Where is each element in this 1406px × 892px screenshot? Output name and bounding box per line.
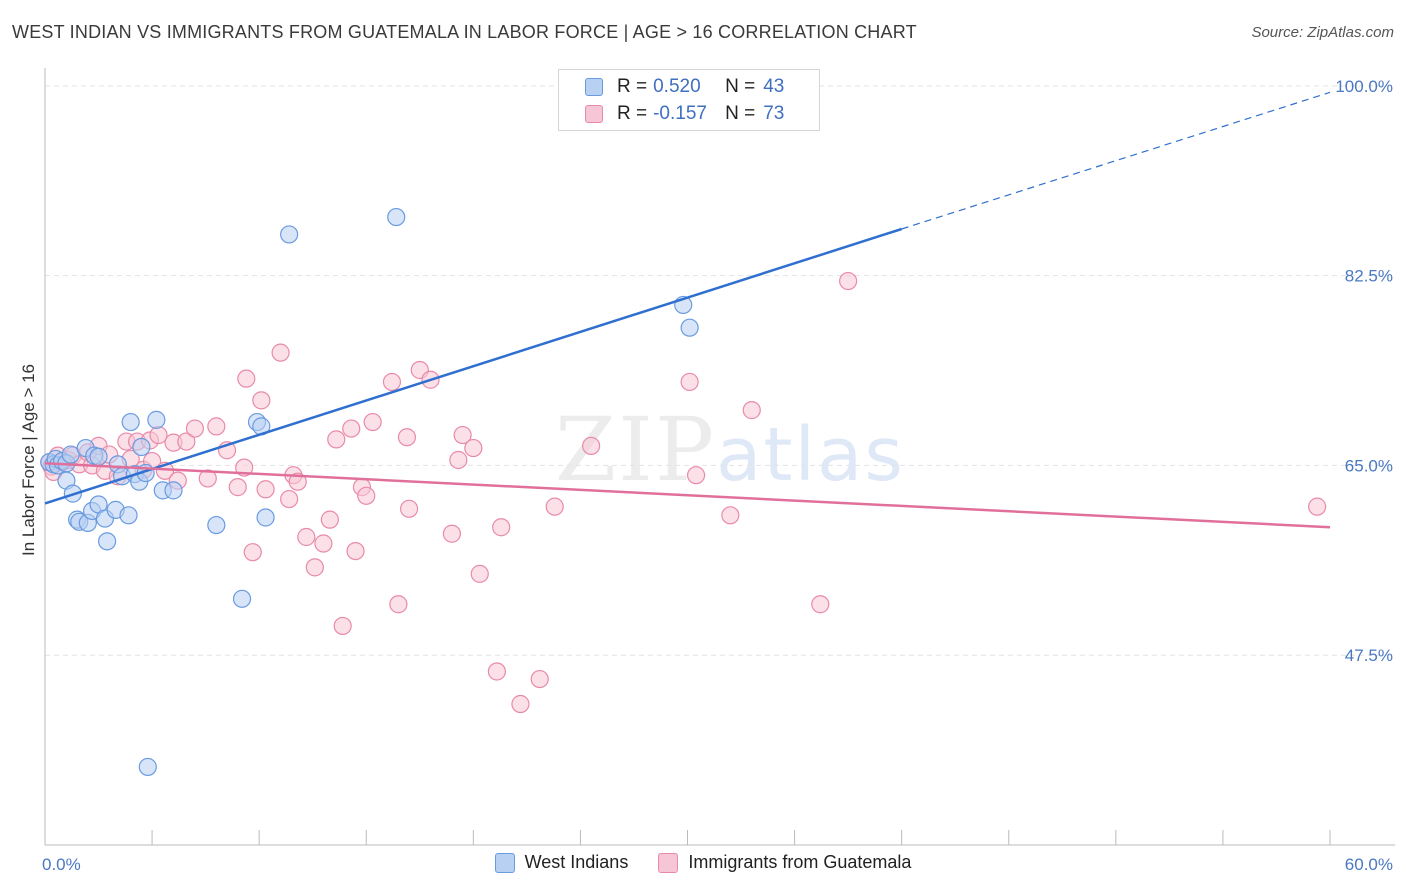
- x-tick-label-max: 60.0%: [1345, 855, 1393, 874]
- series-legend: West Indians Immigrants from Guatemala: [0, 852, 1406, 873]
- guatemala-point: [511, 694, 530, 714]
- guatemala-point: [487, 662, 506, 681]
- west-indians-point: [119, 506, 138, 525]
- guatemala-point: [686, 466, 706, 485]
- guatemala-point: [271, 343, 290, 362]
- guatemala-point: [252, 391, 271, 410]
- y-tick-label: 47.5%: [1345, 646, 1393, 665]
- guatemala-point: [185, 419, 205, 438]
- west-indians-point: [680, 318, 699, 337]
- guatemala-point: [382, 372, 402, 392]
- legend-swatch-pink: [585, 105, 603, 123]
- guatemala-point: [464, 438, 483, 458]
- west-indians-point: [387, 207, 406, 227]
- watermark-zip: ZIP: [555, 398, 717, 501]
- legend-row-west-indians: R = 0.520 N = 43: [585, 75, 784, 99]
- watermark: ZIPatlas: [555, 398, 905, 501]
- guatemala-point: [342, 419, 361, 438]
- legend-swatch-blue: [585, 78, 603, 96]
- guatemala-point: [399, 499, 419, 518]
- guatemala-trendline: [44, 462, 1331, 529]
- y-tick-label: 82.5%: [1345, 267, 1393, 286]
- guatemala-point: [297, 527, 316, 547]
- guatemala-point: [545, 497, 564, 516]
- guatemala-point: [177, 432, 196, 451]
- west-indians-point: [280, 225, 299, 244]
- legend-r-value: 0.520: [653, 76, 701, 97]
- guatemala-point: [811, 595, 830, 614]
- guatemala-point: [327, 430, 346, 449]
- guatemala-point: [453, 425, 472, 445]
- guatemala-point: [314, 534, 333, 553]
- guatemala-point: [237, 369, 256, 388]
- guatemala-point: [207, 417, 226, 436]
- legend-item-guatemala: Immigrants from Guatemala: [658, 852, 911, 873]
- west-indians-point: [98, 532, 117, 551]
- west-indians-point: [61, 445, 80, 464]
- chart-title: WEST INDIAN VS IMMIGRANTS FROM GUATEMALA…: [12, 22, 917, 42]
- west-indians-point: [132, 437, 151, 457]
- guatemala-point: [305, 558, 324, 577]
- legend-swatch-pink: [658, 852, 679, 873]
- correlation-legend: R = 0.520 N = 43 R = -0.157 N = 73: [558, 69, 820, 131]
- legend-row-guatemala: R = -0.157 N = 73: [585, 102, 784, 126]
- legend-r-value: -0.157: [653, 103, 707, 124]
- guatemala-point: [149, 425, 168, 445]
- guatemala-point: [198, 469, 217, 488]
- guatemala-point: [397, 428, 417, 447]
- legend-r-label: R =: [617, 103, 648, 124]
- guatemala-point: [280, 489, 299, 509]
- y-tick-label: 100.0%: [1335, 77, 1393, 96]
- west-indians-point: [256, 508, 275, 527]
- guatemala-point: [530, 669, 549, 689]
- guatemala-point: [449, 450, 468, 470]
- legend-swatch-blue: [494, 852, 515, 873]
- x-tick-label-min: 0.0%: [42, 855, 81, 874]
- legend-n-label: N =: [725, 103, 756, 124]
- guatemala-point: [363, 412, 382, 432]
- west-indians-point: [89, 447, 108, 466]
- west-indians-point: [164, 481, 183, 500]
- guatemala-point: [333, 616, 352, 636]
- guatemala-point: [680, 372, 699, 392]
- west-indians-trendline-extension: [901, 91, 1331, 230]
- watermark-atlas: atlas: [716, 412, 905, 498]
- legend-label-guatemala: Immigrants from Guatemala: [688, 852, 912, 872]
- guatemala-point: [721, 506, 740, 525]
- west-indians-point: [147, 410, 166, 429]
- west-indians-point: [207, 515, 226, 535]
- legend-n-label: N =: [725, 76, 756, 97]
- y-tick-label: 65.0%: [1345, 456, 1393, 475]
- west-indians-point: [138, 757, 157, 777]
- chart-source: Source: ZipAtlas.com: [1251, 24, 1394, 41]
- legend-label-west-indians: West Indians: [524, 852, 629, 872]
- guatemala-point: [357, 486, 376, 505]
- guatemala-point: [320, 510, 339, 529]
- guatemala-point: [582, 436, 601, 456]
- guatemala-point: [346, 541, 365, 561]
- guatemala-point: [243, 543, 262, 562]
- y-axis-label: In Labor Force | Age > 16: [19, 364, 38, 556]
- guatemala-point: [256, 480, 275, 499]
- legend-item-west-indians: West Indians: [494, 852, 629, 873]
- west-indians-point: [232, 589, 252, 608]
- guatemala-point: [492, 518, 511, 537]
- legend-n-value: 43: [763, 76, 785, 97]
- guatemala-point: [742, 401, 761, 420]
- guatemala-point: [470, 564, 489, 583]
- guatemala-point: [1308, 497, 1327, 516]
- guatemala-point: [442, 524, 462, 543]
- guatemala-point: [839, 271, 858, 291]
- guatemala-point: [389, 595, 408, 614]
- legend-r-label: R =: [617, 76, 648, 97]
- guatemala-point: [228, 478, 247, 497]
- west-indians-trendline: [44, 227, 903, 505]
- legend-n-value: 73: [763, 103, 785, 124]
- guatemala-point: [288, 472, 307, 491]
- west-indians-point: [121, 412, 140, 432]
